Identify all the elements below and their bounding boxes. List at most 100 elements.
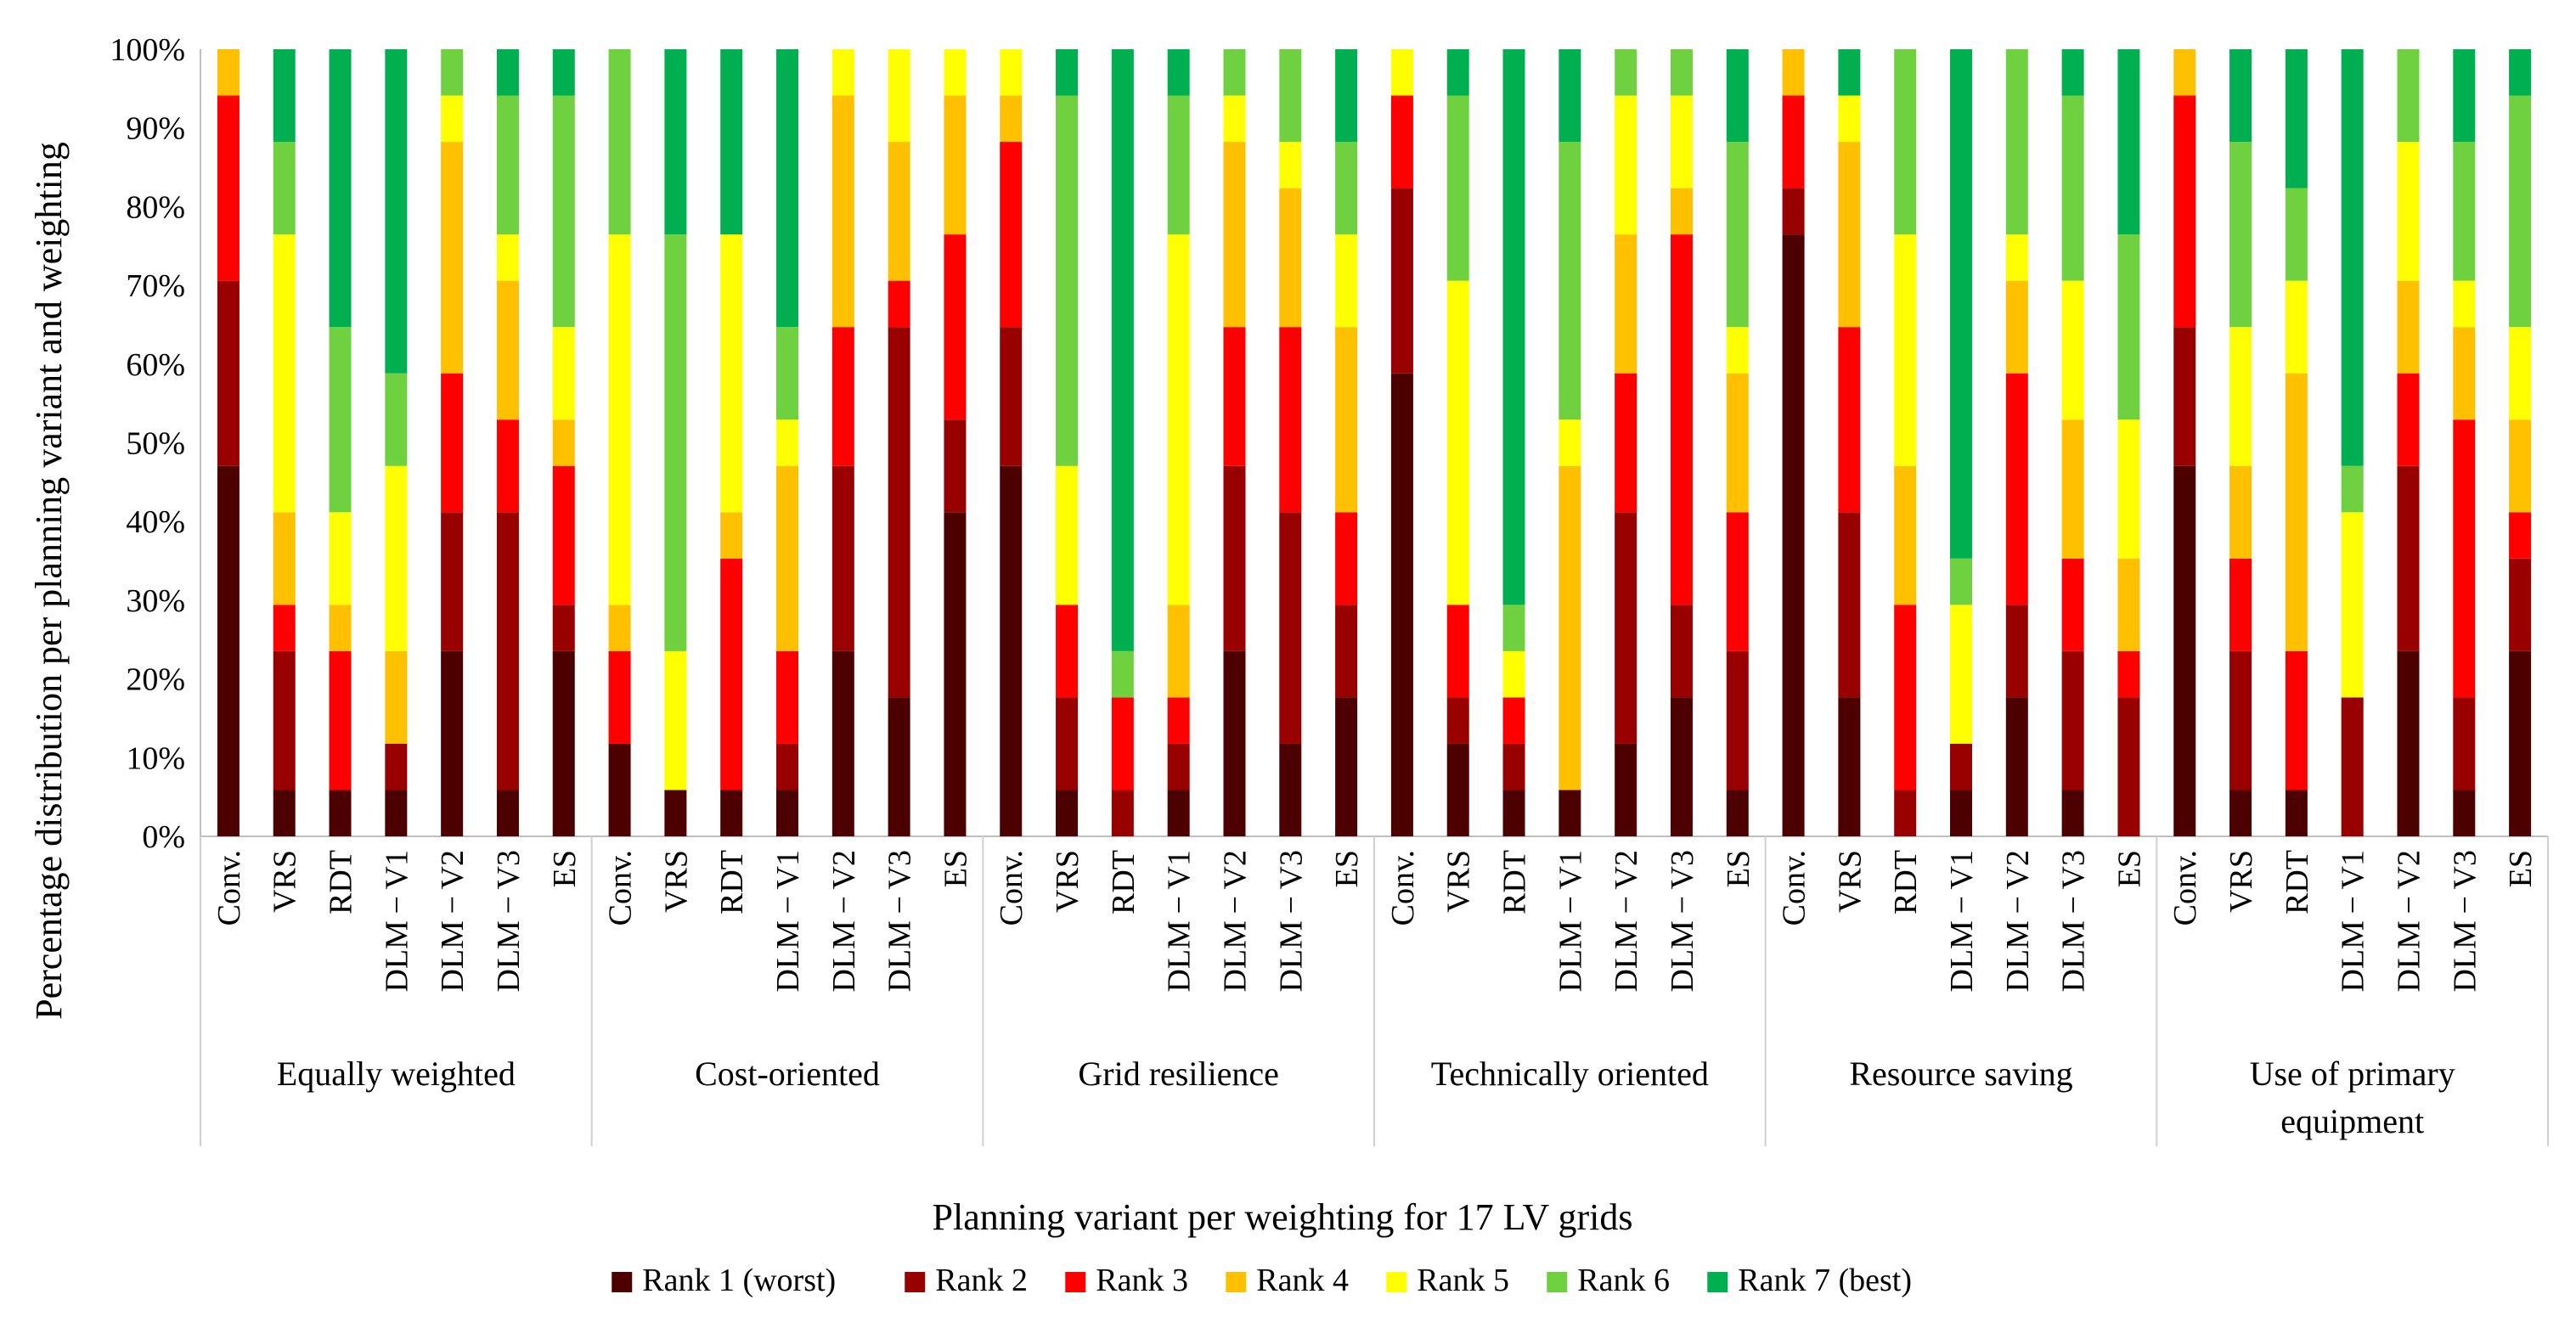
x-tick-label: Conv. [1385, 850, 1421, 925]
bar-segment [1167, 95, 1190, 235]
bar-segment [720, 49, 743, 235]
bar-segment [273, 142, 296, 235]
bar-segment [1167, 790, 1190, 836]
bar-segment [720, 512, 743, 559]
bar-segment [2005, 373, 2028, 605]
bar-segment [944, 512, 967, 836]
bar-segment [329, 650, 352, 790]
y-tick-label: 30% [126, 583, 185, 619]
bar-segment [2061, 280, 2084, 420]
bar-segment [1279, 327, 1302, 513]
bar-segment [2453, 697, 2476, 790]
bar-segment [1670, 697, 1693, 836]
bar-segment [2229, 327, 2252, 466]
x-tick-label: DLM − V2 [1609, 850, 1644, 993]
bar-segment [1726, 142, 1749, 328]
legend-label: Rank 1 (worst) [642, 1263, 836, 1298]
bar-segment [496, 280, 519, 420]
bar-segment [2341, 697, 2364, 836]
bar-segment [273, 512, 296, 605]
x-tick-label: DLM − V2 [2000, 850, 2036, 993]
bar-segment [2509, 512, 2532, 559]
bar-segment [2285, 49, 2308, 188]
bar-segment [1335, 327, 1358, 513]
bar-segment [1950, 605, 1972, 744]
bar-segment [1782, 234, 1805, 836]
bar-segment [608, 234, 631, 605]
bar-segment [2397, 142, 2420, 281]
bar-segment [664, 650, 687, 790]
bar-segment [720, 558, 743, 790]
y-tick-label: 0% [142, 819, 185, 855]
group-label: Use of primary [2250, 1055, 2455, 1093]
x-tick-label: ES [1721, 850, 1756, 887]
x-tick-label: DLM − V3 [491, 850, 527, 993]
x-tick-label: Conv. [603, 850, 639, 925]
bar-segment [1446, 605, 1469, 698]
labels-layer: Conv. VRS RDT DLM − V1 DLM − V2 DLM − V3 ES Equ… [211, 850, 2539, 1140]
bar-segment [1279, 49, 1302, 143]
bar-segment [608, 650, 631, 744]
bar-segment [2117, 234, 2140, 420]
bar-segment [831, 650, 854, 836]
bar-segment [496, 790, 519, 836]
bar-segment [2061, 558, 2084, 651]
bar-segment [1056, 697, 1079, 790]
bar-segment [552, 327, 575, 420]
bar-segment [1056, 605, 1079, 698]
bar-segment [2453, 790, 2476, 836]
bar-segment [273, 790, 296, 836]
bar-segment [2173, 49, 2196, 96]
bar-segment [2453, 327, 2476, 420]
bar-segment [1502, 697, 1525, 744]
bar-segment [1000, 49, 1023, 96]
bar-segment [2397, 650, 2420, 836]
bar-segment [1615, 95, 1637, 235]
bar-segment [2397, 373, 2420, 466]
bar-segment [1390, 373, 1413, 836]
bar-segment [2509, 558, 2532, 651]
group-label: Cost-oriented [695, 1055, 880, 1093]
axes-layer: 0% 10% 20% 30% 40% 50% 60% 70% 80% 90% 100% [110, 32, 2549, 1146]
x-tick-label: DLM − V2 [1217, 850, 1253, 993]
legend-label: Rank 6 [1577, 1263, 1670, 1298]
legend-swatch [905, 1272, 926, 1292]
bar-segment [1167, 743, 1190, 790]
bar-segment [888, 49, 910, 143]
bar-segment [776, 419, 798, 466]
y-tick-label: 50% [126, 426, 185, 462]
bar-segment [2453, 419, 2476, 698]
x-tick-label: ES [2503, 850, 2539, 887]
bar-segment [2117, 49, 2140, 235]
x-tick-label: DLM − V3 [882, 850, 918, 993]
bar-segment [1390, 188, 1413, 374]
bar-segment [273, 650, 296, 790]
bar-segment [1223, 49, 1246, 96]
bar-segment [1000, 142, 1023, 328]
bar-segment [1446, 697, 1469, 744]
bar-segment [1111, 790, 1134, 836]
bar-segment [217, 465, 240, 836]
bar-segment [1726, 49, 1749, 143]
bar-segment [2229, 49, 2252, 143]
bar-segment [1502, 743, 1525, 790]
bar-segment [2397, 465, 2420, 651]
bar-segment [2229, 142, 2252, 328]
bar-segment [944, 419, 967, 513]
bar-segment [776, 743, 798, 790]
bar-segment [608, 605, 631, 651]
bar-segment [1279, 142, 1302, 188]
bar-segment [1056, 790, 1079, 836]
bar-segment [1000, 465, 1023, 836]
bar-segment [2453, 280, 2476, 328]
x-tick-label: DLM − V1 [1162, 850, 1198, 993]
bar-segment [1111, 650, 1134, 698]
bar-segment [217, 49, 240, 96]
x-tick-label: Conv. [2167, 850, 2203, 925]
bar-segment [2117, 419, 2140, 559]
x-tick-label: Conv. [211, 850, 247, 925]
bar-segment [2285, 790, 2308, 836]
bar-segment [2509, 419, 2532, 513]
bar-segment [2397, 49, 2420, 143]
